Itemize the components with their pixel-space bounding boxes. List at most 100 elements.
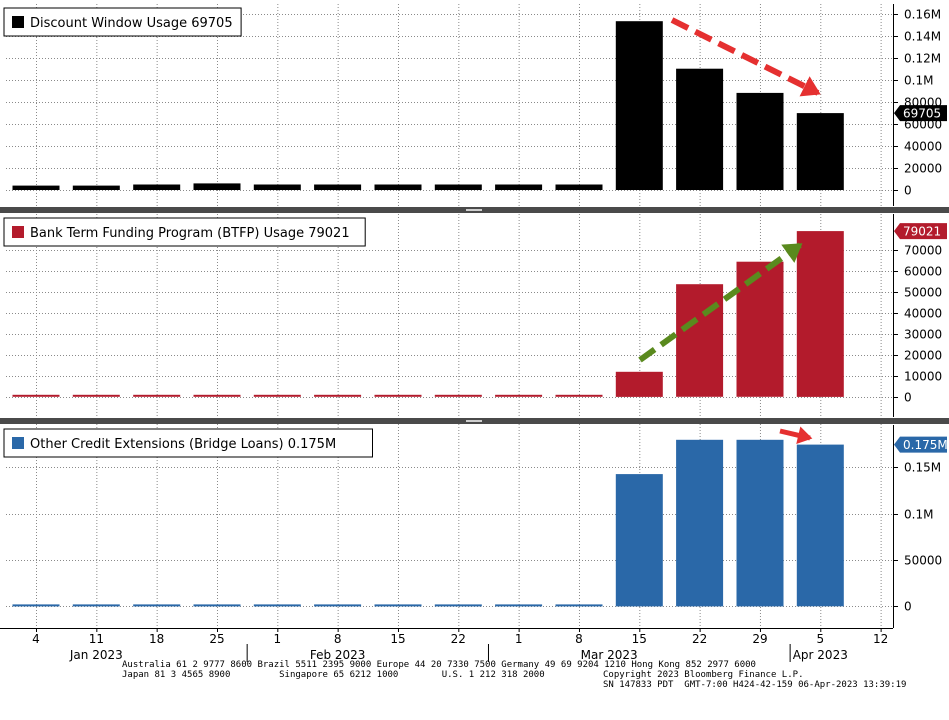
footer-line-2-right: Copyright 2023 Bloomberg Finance L.P. [603,670,804,680]
bar [555,394,603,397]
y-tick-label: 20000 [904,349,942,363]
bar [434,604,482,607]
bar [193,604,241,607]
bar [555,184,603,190]
bar [736,92,784,190]
x-tick-label: 22 [451,632,466,646]
bar [495,394,543,397]
bar [495,604,543,607]
bar [72,185,120,190]
bar [12,185,60,190]
y-tick-label: 0.1M [904,508,933,522]
panel-separator-grip [466,420,482,422]
y-tick-label: 0.16M [904,8,941,22]
bar [133,604,181,607]
x-tick-label: 18 [149,632,164,646]
last-value-flag [894,436,947,453]
bar [12,604,60,607]
bar [314,604,362,607]
annotation-arrow-shaft [670,17,820,96]
bar [374,604,422,607]
bar [253,394,301,397]
x-tick-label: 29 [752,632,767,646]
y-tick-label: 10000 [904,370,942,384]
annotation-arrow-head [796,426,813,445]
bar [72,394,120,397]
bar [676,439,724,607]
bar [374,394,422,397]
y-tick-label: 40000 [904,140,942,154]
y-tick-label: 0.15M [904,461,941,475]
footer-line-1: Australia 61 2 9777 8600 Brazil 5511 239… [122,660,756,670]
bar [72,604,120,607]
y-tick-label: 0.1M [904,74,933,88]
bar [434,394,482,397]
last-value-flag [894,223,947,240]
bar [736,439,784,607]
y-tick-label: 20000 [904,162,942,176]
x-tick-label: 15 [632,632,647,646]
legend-label: Bank Term Funding Program (BTFP) Usage 7… [30,226,350,241]
bar [676,284,724,397]
last-value-flag [894,105,947,122]
bar [796,231,844,397]
last-value-label: 69705 [903,107,941,121]
bar [133,184,181,190]
bar [253,184,301,190]
legend-swatch [12,437,24,449]
y-tick-label: 0.12M [904,52,941,66]
y-tick-label: 50000 [904,554,942,568]
bar [736,261,784,397]
y-tick-label: 0 [904,391,912,405]
annotation-arrow-head [799,76,821,97]
annotation-arrow-head [781,243,803,263]
bar [615,21,663,191]
legend-box [3,7,242,37]
x-tick-label: 12 [873,632,888,646]
bar [314,394,362,397]
y-tick-label: 50000 [904,286,942,300]
annotation-arrow-shaft [638,242,802,363]
y-tick-label: 0.14M [904,30,941,44]
x-tick-label: 8 [334,632,342,646]
x-tick-label: 4 [32,632,40,646]
x-tick-label: 15 [390,632,405,646]
y-tick-label: 30000 [904,328,942,342]
last-value-label: 0.175M [903,438,948,452]
bar [193,394,241,397]
legend-label: Discount Window Usage 69705 [30,16,233,31]
bar [314,184,362,190]
x-tick-label: 5 [816,632,824,646]
panel-separator-grip [466,209,482,211]
legend-box [3,428,373,458]
footer-line-2-left: Japan 81 3 4565 8900 Singapore 65 6212 1… [122,670,545,680]
bar [193,183,241,190]
x-tick-label: 1 [515,632,523,646]
bar [495,184,543,190]
bar [796,444,844,607]
bar [555,604,603,607]
bar [12,394,60,397]
x-month-label: Apr 2023 [793,648,848,662]
y-tick-label: 0 [904,184,912,198]
legend-label: Other Credit Extensions (Bridge Loans) 0… [30,437,336,452]
legend-box [3,217,366,247]
legend-swatch [12,16,24,28]
x-tick-label: 1 [273,632,281,646]
bar [434,184,482,190]
x-month-label: Jan 2023 [69,648,123,662]
bar [374,184,422,190]
last-value-label: 79021 [903,225,941,239]
x-tick-label: 11 [89,632,104,646]
y-tick-label: 60000 [904,265,942,279]
bar [253,604,301,607]
x-tick-label: 25 [209,632,224,646]
y-tick-label: 0 [904,600,912,614]
bar [796,113,844,190]
bar [133,394,181,397]
bar [615,474,663,607]
y-tick-label: 70000 [904,244,942,258]
legend-swatch [12,226,24,238]
